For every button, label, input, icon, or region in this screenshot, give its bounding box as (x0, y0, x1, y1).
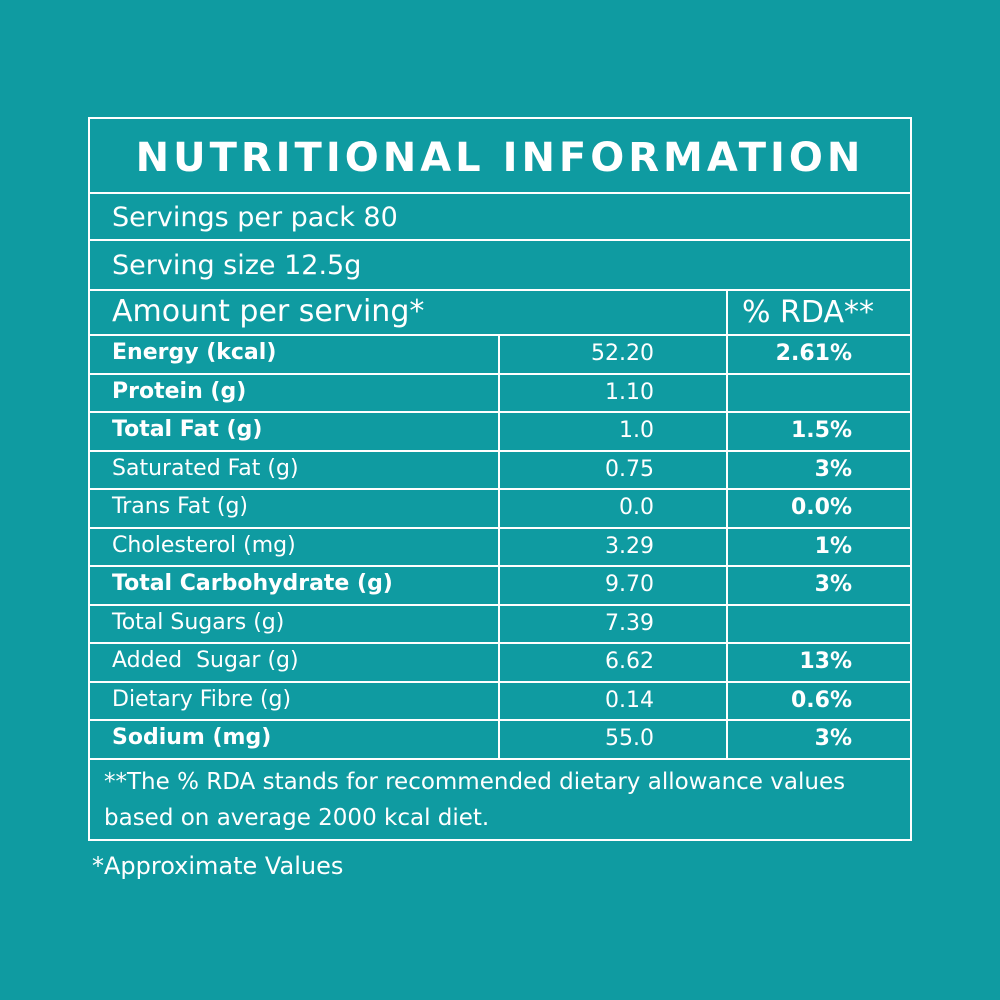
table-row: Sodium (mg) 55.0 3% (90, 721, 910, 760)
nutrition-panel: NUTRITIONAL INFORMATION Servings per pac… (88, 117, 912, 841)
nutrient-value: 9.70 (498, 567, 726, 604)
servings-per-pack: Servings per pack 80 (90, 194, 910, 241)
table-row: Total Sugars (g) 7.39 (90, 605, 910, 644)
nutrient-value: 3.29 (498, 528, 726, 565)
nutrient-rda (726, 605, 910, 642)
nutrient-rda: 13% (726, 644, 910, 681)
nutrient-name: Saturated Fat (g) (112, 455, 299, 481)
nutrient-rda: 1.5% (726, 413, 910, 450)
nutrient-table: Energy (kcal) 52.20 2.61% Protein (g) 1.10 To… (90, 336, 910, 760)
nutrient-rda: 0.6% (726, 682, 910, 719)
nutrient-rda: 3% (726, 721, 910, 758)
nutrient-value: 0.75 (498, 451, 726, 488)
table-row: Saturated Fat (g) 0.75 3% (90, 451, 910, 490)
nutrient-rda: 3% (726, 567, 910, 604)
table-header: Amount per serving* % RDA** (90, 291, 910, 336)
table-row: Dietary Fibre (g) 0.14 0.6% (90, 682, 910, 721)
nutrient-name: Sodium (mg) (112, 725, 272, 750)
panel-title: NUTRITIONAL INFORMATION (90, 119, 910, 194)
nutrient-name: Cholesterol (mg) (112, 532, 296, 558)
nutrient-name: Total Fat (g) (112, 417, 263, 442)
serving-size: Serving size 12.5g (90, 241, 910, 291)
table-row: Protein (g) 1.10 (90, 374, 910, 413)
nutrient-name: Total Sugars (g) (112, 609, 285, 635)
amount-per-serving-header: Amount per serving* (112, 294, 425, 329)
table-row: Trans Fat (g) 0.0 0.0% (90, 490, 910, 529)
nutrient-value: 52.20 (498, 336, 726, 373)
nutrient-value: 7.39 (498, 605, 726, 642)
table-row: Added Sugar (g) 6.62 13% (90, 644, 910, 683)
table-row: Total Fat (g) 1.0 1.5% (90, 413, 910, 452)
approximate-values-note: *Approximate Values (92, 852, 344, 880)
nutrient-name: Added Sugar (g) (112, 648, 299, 673)
nutrient-value: 0.14 (498, 682, 726, 719)
table-row: Total Carbohydrate (g) 9.70 3% (90, 567, 910, 606)
nutrient-value: 55.0 (498, 721, 726, 758)
nutrient-name: Trans Fat (g) (112, 494, 248, 519)
nutrient-name: Total Carbohydrate (g) (112, 571, 393, 596)
nutrient-value: 6.62 (498, 644, 726, 681)
nutrient-rda (726, 374, 910, 411)
nutrient-name: Energy (kcal) (112, 340, 277, 365)
nutrient-name: Dietary Fibre (g) (112, 686, 292, 712)
nutrient-rda: 0.0% (726, 490, 910, 527)
rda-footnote: **The % RDA stands for recommended dieta… (104, 769, 846, 831)
rda-header: % RDA** (726, 291, 910, 334)
nutrient-value: 1.10 (498, 374, 726, 411)
nutrient-value: 1.0 (498, 413, 726, 450)
nutrient-name: Protein (g) (112, 378, 247, 404)
nutrient-rda: 1% (726, 528, 910, 565)
table-row: Cholesterol (mg) 3.29 1% (90, 528, 910, 567)
nutrient-value: 0.0 (498, 490, 726, 527)
nutrient-rda: 3% (726, 451, 910, 488)
table-row: Energy (kcal) 52.20 2.61% (90, 336, 910, 375)
nutrient-rda: 2.61% (726, 336, 910, 373)
